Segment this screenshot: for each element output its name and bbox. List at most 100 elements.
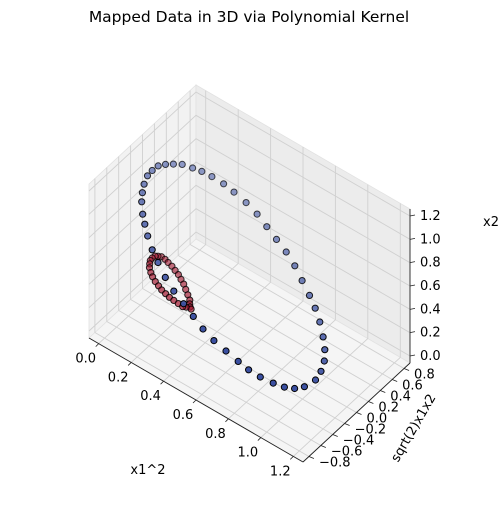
x-axis-label: x1^2 — [130, 463, 165, 478]
x-tick-mark — [95, 343, 100, 347]
data-point-blue — [139, 210, 147, 218]
grid-line-x — [228, 165, 336, 420]
data-point-blue — [144, 232, 152, 240]
data-point-blue — [220, 180, 228, 188]
data-point-blue — [169, 160, 177, 168]
data-point-blue — [138, 198, 146, 206]
x-tick-mark — [160, 380, 164, 385]
z-tick-label: 0.2 — [420, 326, 441, 341]
data-point-blue — [234, 357, 242, 365]
y-tick-label: 0.6 — [402, 379, 423, 394]
y-tick-mark — [403, 368, 410, 371]
data-point-blue — [253, 210, 261, 218]
data-point-blue — [148, 166, 156, 175]
grid-line-z — [88, 114, 411, 240]
x-tick-label: 1.2 — [270, 464, 291, 479]
y-tick-label: 0.4 — [390, 390, 411, 405]
z-axis-label: x2 — [483, 215, 498, 230]
data-point-blue — [298, 277, 306, 285]
grid-line-x — [163, 128, 272, 382]
data-points — [138, 160, 329, 393]
grid-line-y — [106, 167, 322, 446]
z-tick-mark — [409, 354, 416, 357]
x-tick-mark — [289, 456, 294, 460]
data-point-blue — [282, 248, 290, 256]
z-tick-mark — [409, 307, 416, 310]
grid-lines — [88, 90, 411, 457]
data-point-blue — [189, 312, 197, 320]
x-tick-mark — [257, 437, 262, 441]
data-point-blue — [208, 173, 216, 181]
data-point-blue — [256, 373, 264, 381]
data-point-blue — [291, 384, 299, 393]
grid-line-z — [88, 91, 411, 217]
z-tick-label: 0.8 — [420, 256, 441, 271]
data-point-blue — [321, 346, 329, 354]
y-tick-label: −0.4 — [343, 434, 375, 449]
x-tick-label: 0.6 — [173, 408, 194, 423]
data-point-blue — [245, 366, 253, 374]
y-tick-mark — [368, 401, 374, 404]
grid-line-x — [130, 109, 239, 363]
z-tick-mark — [409, 237, 416, 240]
y-tick-mark — [344, 423, 350, 426]
y-tick-label: −0.6 — [331, 445, 363, 460]
y-tick-mark — [392, 379, 398, 382]
grid-line-z — [88, 161, 411, 287]
y-tick-label: 0.8 — [414, 368, 435, 383]
data-point-blue — [154, 162, 162, 170]
y-tick-mark — [332, 434, 338, 437]
z-tick-mark — [409, 284, 416, 287]
x-tick-label: 0.8 — [205, 427, 226, 442]
data-point-blue — [291, 262, 299, 270]
y-tick-label: 0.2 — [378, 401, 399, 416]
data-point-blue — [300, 383, 308, 391]
axes-panes — [88, 84, 411, 463]
z-tick-label: 1.2 — [420, 209, 441, 224]
grid-line-x — [195, 147, 304, 401]
data-point-blue — [280, 383, 288, 391]
data-point-blue — [138, 189, 146, 197]
z-tick-mark — [409, 261, 416, 264]
x-tick-mark — [127, 362, 132, 366]
grid-line-z — [88, 231, 411, 357]
data-point-blue — [170, 287, 178, 295]
grid-line-z — [88, 208, 411, 334]
grid-line-z — [88, 138, 411, 264]
data-point-blue — [305, 291, 314, 299]
x-tick-mark — [225, 418, 229, 423]
z-tick-label: 0.6 — [420, 279, 441, 294]
x-tick-label: 1.0 — [238, 446, 259, 461]
y-tick-mark — [356, 412, 362, 415]
y-tick-mark — [308, 456, 315, 459]
data-point-blue — [311, 376, 320, 384]
chart-title: Mapped Data in 3D via Polynomial Kernel — [88, 8, 410, 26]
grid-line-x — [260, 184, 369, 438]
data-point-blue — [143, 172, 152, 180]
data-point-blue — [210, 337, 218, 345]
data-point-blue — [161, 160, 170, 168]
data-point-blue — [242, 199, 250, 207]
grid-line-y — [94, 178, 310, 457]
z-tick-mark — [409, 214, 416, 217]
data-point-blue — [199, 325, 207, 333]
x-tick-label: 0.2 — [108, 370, 129, 385]
grid-line-y — [118, 156, 333, 435]
z-tick-label: 1.0 — [420, 232, 441, 247]
data-point-blue — [317, 367, 325, 375]
data-point-blue — [148, 246, 156, 254]
data-point-blue — [140, 180, 148, 188]
data-point-blue — [154, 258, 162, 267]
data-point-blue — [311, 304, 319, 312]
y-tick-label: −0.8 — [319, 456, 351, 471]
data-point-blue — [263, 223, 271, 231]
data-point-blue — [269, 379, 277, 387]
y-tick-label: 0.0 — [367, 412, 388, 427]
grid-line-z — [88, 184, 411, 310]
y-tick-mark — [320, 445, 326, 448]
data-point-blue — [319, 333, 327, 341]
z-tick-mark — [409, 331, 416, 334]
x-tick-label: 0.4 — [140, 389, 161, 404]
